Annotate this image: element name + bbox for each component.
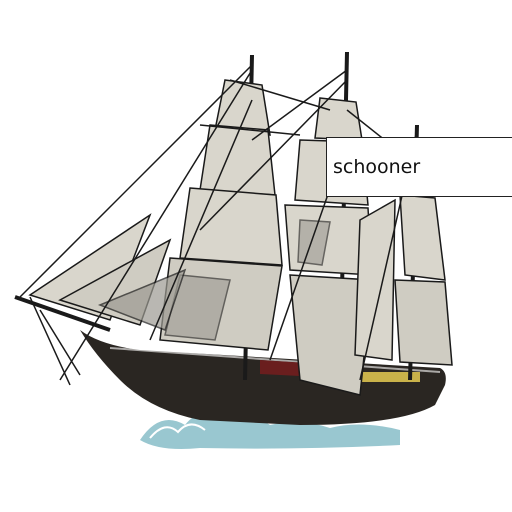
label-text: schooner — [333, 155, 421, 178]
water-splash — [140, 413, 400, 449]
fore-sails — [159, 79, 283, 351]
jib-sails — [28, 213, 187, 331]
aft-sails — [354, 194, 453, 366]
classification-label: schooner — [326, 137, 512, 197]
